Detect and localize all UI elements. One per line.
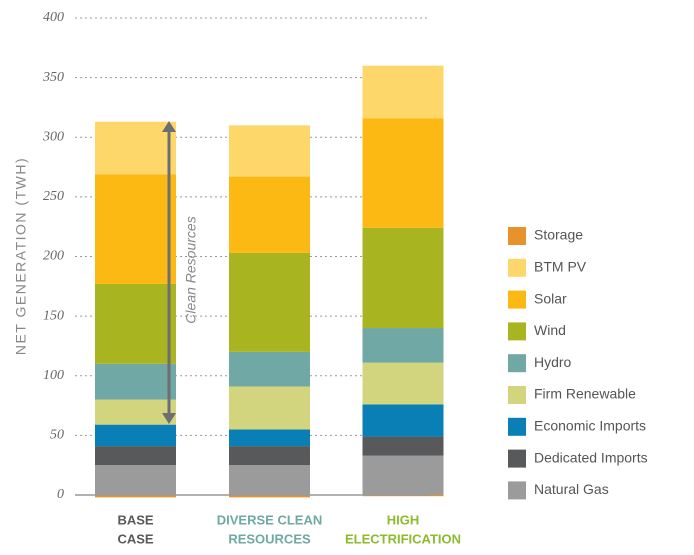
- y-tick-label: 300: [42, 129, 64, 144]
- bar-segment: [95, 446, 176, 466]
- y-tick-label: 350: [42, 70, 64, 85]
- annotation: Clean Resources: [183, 216, 199, 323]
- bar-segment: [95, 424, 176, 447]
- bar-segment: [362, 65, 444, 119]
- legend-swatch: [508, 417, 526, 436]
- bar-segment: [362, 455, 444, 495]
- x-tick-label: RESOURCES: [228, 531, 311, 546]
- bar-segment: [229, 351, 310, 387]
- legend-label: Wind: [534, 322, 566, 338]
- legend-label: Firm Renewable: [534, 386, 636, 402]
- x-tick-label: HIGH: [387, 512, 420, 527]
- bar-segment: [95, 174, 176, 284]
- bar-segment: [362, 362, 444, 405]
- arrow-head: [162, 121, 176, 132]
- y-tick-label: 400: [43, 10, 64, 25]
- bar-segment: [362, 118, 444, 228]
- legend-label: Economic Imports: [534, 418, 646, 434]
- y-tick-label: 250: [43, 189, 64, 204]
- legend-swatch: [508, 354, 526, 373]
- bar-segment: [362, 404, 444, 437]
- bar-segment: [95, 363, 176, 400]
- bar-segment: [229, 446, 310, 466]
- legend-label: Dedicated Imports: [534, 449, 648, 465]
- bar-segment: [95, 495, 176, 498]
- legend-swatch: [508, 322, 526, 341]
- bar-segment: [229, 386, 310, 430]
- legend-swatch: [508, 449, 526, 468]
- legend-swatch: [508, 258, 526, 277]
- bar-segment: [229, 125, 310, 177]
- legend-swatch: [508, 386, 526, 404]
- y-tick-label: 0: [57, 487, 64, 502]
- bar-segment: [95, 121, 176, 175]
- bar-segment: [229, 176, 310, 253]
- legend-label: Natural Gas: [534, 481, 609, 497]
- bar-segment: [362, 436, 444, 456]
- arrow-head: [162, 413, 176, 424]
- x-tick-label: BASE: [117, 512, 153, 527]
- bar-segment: [229, 495, 310, 498]
- legend-label: BTM PV: [534, 259, 587, 275]
- bar-segment: [229, 252, 310, 352]
- bar-segment: [95, 399, 176, 425]
- bar-segment: [229, 429, 310, 447]
- y-tick-label: 50: [50, 428, 64, 443]
- legend-swatch: [508, 290, 526, 309]
- bar-segment: [362, 227, 444, 329]
- y-axis-label: NET GENERATION (TWH): [13, 157, 29, 355]
- bar-segment: [229, 465, 310, 495]
- x-tick-label: DIVERSE CLEAN: [217, 512, 322, 527]
- y-tick-label: 200: [43, 249, 64, 264]
- legend-label: Hydro: [534, 354, 572, 370]
- legend-swatch: [508, 227, 526, 245]
- y-tick-label: 100: [43, 368, 64, 383]
- legend-label: Storage: [534, 227, 583, 243]
- legend-swatch: [508, 481, 526, 500]
- x-tick-label: CASE: [117, 531, 153, 546]
- bar-segment: [362, 328, 444, 363]
- legend-label: Solar: [534, 290, 567, 306]
- y-tick-label: 150: [43, 308, 64, 323]
- bar-segment: [95, 465, 176, 495]
- bar-segment: [95, 283, 176, 364]
- x-tick-label: ELECTRIFICATION: [345, 531, 461, 546]
